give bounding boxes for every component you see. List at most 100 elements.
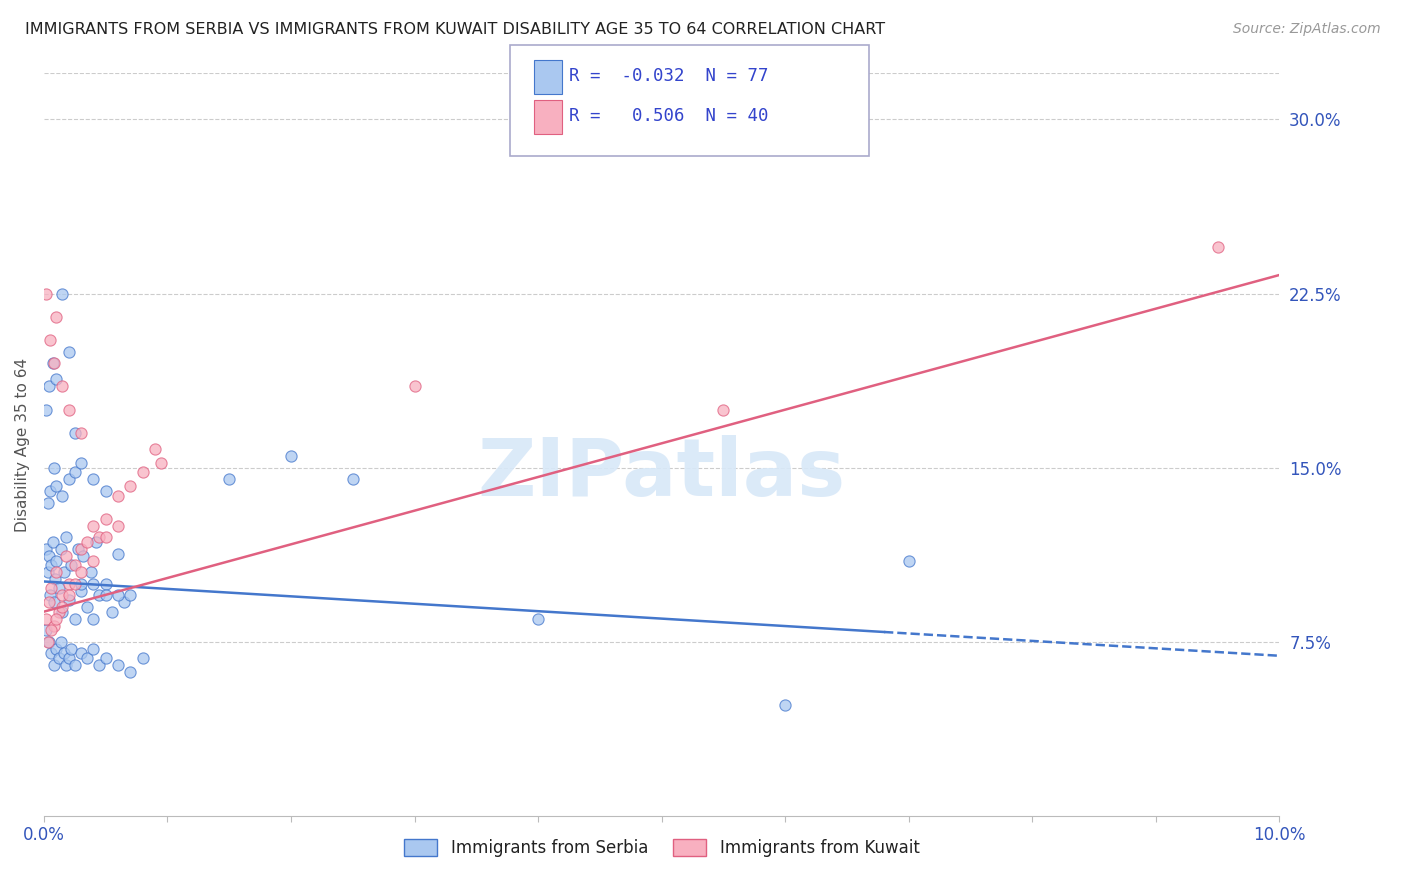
Y-axis label: Disability Age 35 to 64: Disability Age 35 to 64 [15, 358, 30, 532]
Text: R =   0.506  N = 40: R = 0.506 N = 40 [569, 107, 769, 125]
Point [897, 553, 920, 567]
Point [63, 558, 86, 573]
Point [55, 658, 77, 673]
Point [120, 665, 142, 679]
Point [94, 512, 117, 526]
Point [70, 565, 93, 579]
Point [60, 558, 83, 573]
Point [45, 479, 67, 493]
Point [527, 612, 550, 626]
Text: R =  -0.032  N = 77: R = -0.032 N = 77 [569, 67, 769, 85]
Point [89, 588, 111, 602]
Point [63, 612, 86, 626]
Point [39, 582, 62, 596]
Point [38, 635, 60, 649]
Point [72, 549, 94, 563]
Point [94, 530, 117, 544]
Point [107, 518, 129, 533]
Point [63, 425, 86, 440]
Point [42, 658, 65, 673]
Point [80, 565, 103, 579]
Point [45, 612, 67, 626]
Point [713, 402, 735, 417]
Point [45, 372, 67, 386]
Point [76, 651, 98, 665]
Point [773, 698, 796, 712]
Point [39, 483, 62, 498]
Point [70, 583, 93, 598]
Point [52, 565, 75, 579]
Point [120, 588, 142, 602]
Point [70, 425, 93, 440]
Point [58, 588, 80, 602]
Point [58, 651, 80, 665]
Point [1206, 240, 1229, 254]
Point [38, 595, 60, 609]
Point [132, 466, 155, 480]
Point [67, 541, 90, 556]
Point [37, 635, 59, 649]
Point [38, 379, 60, 393]
Point [143, 442, 166, 457]
Point [63, 576, 86, 591]
Point [48, 651, 70, 665]
Point [94, 576, 117, 591]
Text: ZIPatlas: ZIPatlas [478, 435, 846, 513]
Point [42, 595, 65, 609]
Point [52, 647, 75, 661]
Point [39, 588, 62, 602]
Point [42, 618, 65, 632]
Point [38, 549, 60, 563]
Point [51, 635, 73, 649]
Point [112, 595, 135, 609]
Point [94, 651, 117, 665]
Point [39, 333, 62, 347]
Point [70, 456, 93, 470]
Point [58, 402, 80, 417]
Point [132, 651, 155, 665]
Point [89, 658, 111, 673]
Point [35, 402, 58, 417]
Point [41, 356, 63, 370]
Point [107, 658, 129, 673]
Point [44, 572, 66, 586]
Point [58, 472, 80, 486]
Point [107, 547, 129, 561]
Text: IMMIGRANTS FROM SERBIA VS IMMIGRANTS FROM KUWAIT DISABILITY AGE 35 TO 64 CORRELA: IMMIGRANTS FROM SERBIA VS IMMIGRANTS FRO… [25, 22, 886, 37]
Point [82, 518, 104, 533]
Point [82, 472, 104, 486]
Point [42, 460, 65, 475]
Point [76, 600, 98, 615]
Point [45, 641, 67, 656]
Point [45, 553, 67, 567]
Point [63, 658, 86, 673]
Point [45, 310, 67, 324]
Point [42, 356, 65, 370]
Point [150, 456, 173, 470]
Point [82, 612, 104, 626]
Point [342, 472, 364, 486]
Point [107, 588, 129, 602]
Legend: Immigrants from Serbia, Immigrants from Kuwait: Immigrants from Serbia, Immigrants from … [398, 832, 927, 863]
Point [51, 286, 73, 301]
Point [82, 576, 104, 591]
Point [82, 553, 104, 567]
Point [35, 612, 58, 626]
Point [35, 541, 58, 556]
Point [84, 535, 107, 549]
Point [39, 558, 62, 573]
Point [51, 588, 73, 602]
Point [45, 565, 67, 579]
Point [51, 605, 73, 619]
Point [82, 641, 104, 656]
Point [48, 582, 70, 596]
Point [55, 549, 77, 563]
Point [58, 344, 80, 359]
Point [70, 541, 93, 556]
Point [58, 593, 80, 607]
Point [89, 530, 111, 544]
Point [94, 588, 117, 602]
Text: Source: ZipAtlas.com: Source: ZipAtlas.com [1233, 22, 1381, 37]
Point [37, 495, 59, 509]
Point [37, 565, 59, 579]
